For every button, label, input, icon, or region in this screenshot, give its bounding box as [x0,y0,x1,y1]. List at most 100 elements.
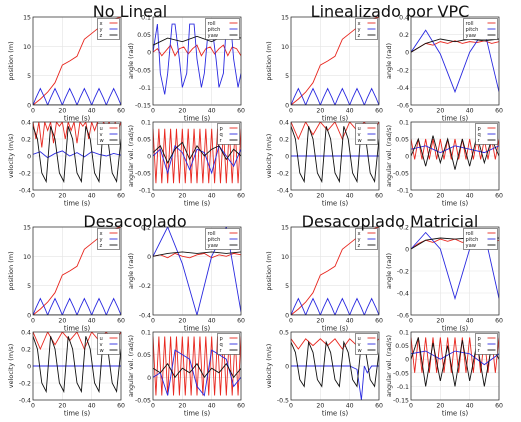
x-tick-label: 20 [58,108,66,115]
legend-entry: r [220,138,223,144]
legend-entry: z [358,33,361,39]
legend-entry: u [358,126,361,132]
y-tick-label: 0 [27,154,31,161]
x-tick-label: 60 [237,108,245,115]
series-line-yaw [411,38,499,53]
x-axis-label: time (s) [442,115,469,123]
y-tick-label: 0.2 [399,32,409,39]
x-tick-label: 40 [466,318,474,325]
x-axis-label: time (s) [442,200,469,208]
y-axis-label: angular vel. (rad/s) [385,335,393,397]
subplot-pos: 0 5 10 15 0 20 40 60 time (s) position (m) xyz [265,15,383,123]
legend: xyz [355,18,378,40]
x-tick-label: 20 [178,403,186,410]
y-tick-label: 0.1 [141,330,151,337]
y-tick-label: 5 [27,73,31,80]
legend: xyz [355,228,378,250]
legend-entry: w [100,348,105,354]
axes-frame [410,16,500,106]
legend-entry: pitch [466,237,479,243]
y-tick-label: 0 [147,50,151,57]
axes-frame [32,121,122,191]
subplot-ang: -0.6 -0.4 -0.2 0 0.2 0.4 0 20 40 60 time (s) angle … [385,15,503,123]
x-tick-label: 20 [178,193,186,200]
y-tick-label: 0.2 [399,225,409,232]
subplot-vel: -0.4 -0.2 0 0.2 0.4 0 20 40 60 time (s) velocity (… [7,330,125,418]
x-tick-label: 0 [289,403,293,410]
x-tick-label: 20 [178,318,186,325]
legend-entry: q [220,132,223,138]
legend-entry: p [478,126,482,132]
legend-box [475,123,498,145]
y-tick-label: -0.05 [135,398,151,405]
series-line-q [153,349,241,397]
y-tick-label: 0 [405,247,409,254]
y-tick-label: -0.05 [393,370,409,377]
y-tick-label: 0 [285,154,289,161]
y-tick-label: -0.1 [139,188,151,195]
legend: xyz [97,228,120,250]
x-tick-label: 0 [31,403,35,410]
y-tick-label: 0.05 [395,137,409,144]
legend-entry: r [478,138,481,144]
axes-frame [410,226,500,316]
y-tick-label: -0.6 [397,313,409,320]
x-tick-label: 20 [436,108,444,115]
legend-entry: r [478,348,481,354]
x-tick-label: 20 [58,318,66,325]
x-tick-label: 60 [375,108,383,115]
legend-box [355,333,378,355]
axes-frame [290,226,380,316]
x-tick-label: 40 [88,403,96,410]
series-line-roll [153,252,241,259]
legend-entry: p [220,336,224,342]
chart-group: 0 5 10 15 0 20 40 60 time (s) position (m) xyz -0.6… [265,15,503,208]
legend-entry: z [358,243,361,249]
x-tick-label: 60 [117,403,125,410]
series-line-r [411,337,499,387]
y-axis-label: angle (rad) [385,43,393,79]
x-tick-label: 0 [289,108,293,115]
chart-group: 0 5 10 15 0 20 40 60 time (s) position (m) xyz -0.6… [265,225,503,418]
y-tick-label: 0.2 [141,225,151,232]
y-tick-label: -0.2 [277,171,289,178]
legend-entry: v [100,132,103,138]
x-axis-label: time (s) [64,325,91,333]
x-tick-label: 40 [466,193,474,200]
axes-frame [290,16,380,106]
y-axis-label: position (m) [7,251,15,290]
legend-entry: pitch [208,237,221,243]
y-axis-label: angular vel. (rad/s) [127,335,135,397]
y-tick-label: -0.4 [139,313,151,320]
y-tick-label: 0 [27,313,31,320]
x-tick-label: 0 [151,193,155,200]
x-tick-label: 20 [436,403,444,410]
legend-entry: u [100,126,103,132]
legend-entry: roll [208,231,216,237]
x-tick-label: 0 [31,318,35,325]
y-tick-label: 15 [281,15,289,22]
chart-title: Linealizado por VPC [311,2,470,21]
x-tick-label: 60 [375,318,383,325]
subplot-ang: -0.6 -0.4 -0.2 0 0.2 0 20 40 60 time (s) angle (ra… [385,225,503,333]
y-tick-label: 10 [23,254,31,261]
y-tick-label: 0 [285,313,289,320]
x-axis-label: time (s) [322,115,349,123]
x-tick-label: 40 [346,403,354,410]
legend-entry: pitch [466,27,479,33]
y-tick-label: -0.05 [135,171,151,178]
subplot-ang: -0.4 -0.2 0 0.2 0 20 40 60 time (s) angle (rad) ro… [127,225,245,333]
axes-frame [152,331,242,401]
y-tick-label: 15 [281,225,289,232]
x-tick-label: 40 [88,318,96,325]
x-tick-label: 60 [117,318,125,325]
x-tick-label: 20 [436,318,444,325]
y-axis-label: velocity (m/s) [7,134,15,178]
y-tick-label: 0.2 [21,347,31,354]
series-line-p [153,128,241,184]
legend-entry: x [358,231,361,237]
y-axis-label: velocity (m/s) [265,344,273,388]
x-tick-label: 20 [58,403,66,410]
axes-frame [32,331,122,401]
